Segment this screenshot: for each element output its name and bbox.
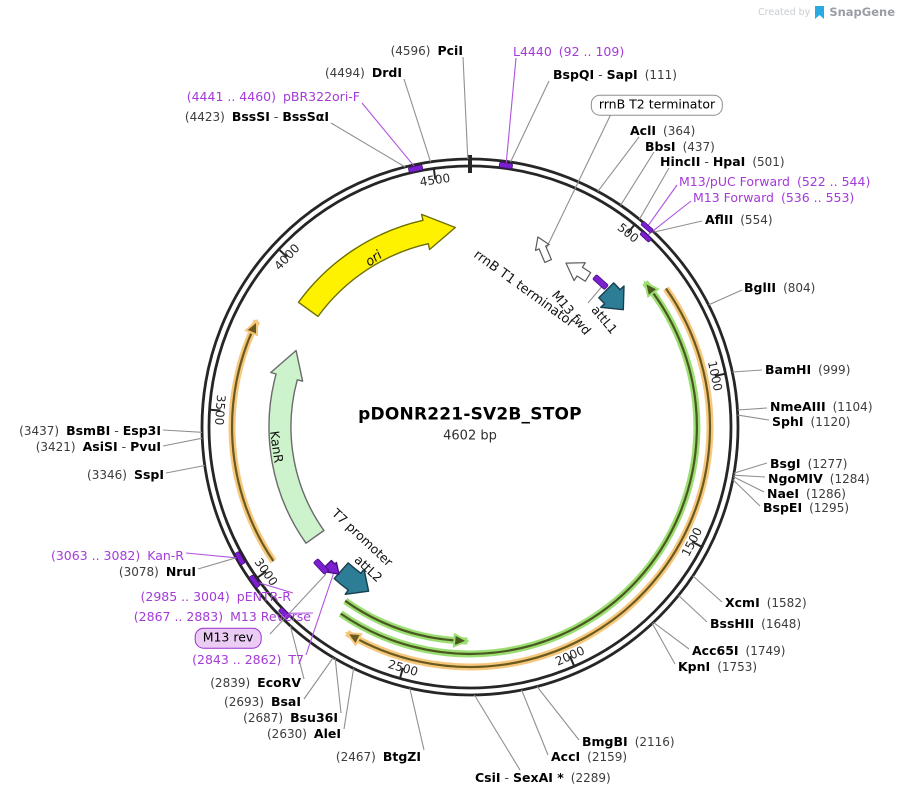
tick-mark-1000	[714, 372, 726, 377]
leader-line-bamhi	[732, 369, 763, 373]
leader-line-hincii	[638, 167, 670, 220]
tick-mark-500	[626, 223, 636, 234]
tick-mark-2500	[399, 667, 404, 679]
leader-line-m13-puc-forward	[646, 184, 678, 228]
tick-mark-4000	[278, 248, 288, 258]
leader-line-bbsi	[620, 151, 655, 206]
primer-bar-m13-rev-inner	[313, 558, 329, 575]
primer-bar-pbr322ori-f	[408, 164, 424, 173]
leader-line-bsu36i	[334, 658, 342, 714]
tick-mark-3000	[256, 570, 267, 579]
leader-line-pentr-r	[254, 580, 294, 594]
leader-line-csii	[473, 694, 521, 771]
primer-bar-kan-r	[234, 551, 246, 565]
tick-mark-1500	[691, 540, 703, 548]
arc-green-short-arrowhead	[452, 632, 470, 648]
arc-green-long-halo	[338, 280, 701, 658]
leader-line-naei	[733, 476, 765, 493]
primer-bar-m13-fwd-inner	[592, 274, 609, 290]
feature-ori-arrow	[297, 213, 456, 318]
leader-line-xcmi	[692, 575, 723, 603]
leader-line-nmeaiii	[737, 407, 768, 411]
leader-line-bsssi	[330, 122, 406, 168]
feature-kanr-arrow	[268, 349, 325, 544]
leader-line-bsshii	[678, 594, 708, 623]
leader-line-bglii	[708, 289, 743, 306]
leader-line-sphi	[737, 414, 770, 421]
leader-line-alei	[343, 668, 355, 730]
leader-line-m13-rev-box	[269, 573, 327, 635]
leader-line-acli	[597, 136, 640, 192]
watermark-created-by: Created by	[758, 6, 811, 18]
leader-line-pcii	[462, 56, 469, 160]
primer-bar-l4440	[498, 161, 513, 170]
leader-line-ecorv	[289, 625, 305, 680]
leader-line-sspi	[165, 464, 205, 474]
primer-bar-m13-puc-forward	[640, 221, 654, 233]
leader-line-acc65i	[653, 621, 690, 650]
feature-attl1-arrow	[598, 282, 625, 311]
plasmid-name: pDONR221-SV2B_STOP	[358, 404, 582, 425]
leader-line-asisi	[162, 437, 203, 447]
snapgene-flag-icon	[815, 5, 825, 19]
leader-line-bspei	[732, 479, 761, 507]
leader-line-kan-r	[185, 552, 240, 559]
leader-line-aflii	[653, 220, 703, 233]
plasmid-title: pDONR221-SV2B_STOP 4602 bp	[358, 405, 582, 444]
terminator-rrnb-t2-arrow	[534, 236, 553, 263]
leader-line-m13-forward	[645, 200, 692, 238]
plasmid-size-bp: 4602 bp	[443, 428, 497, 444]
arc-orange-right-arrowhead	[344, 631, 363, 647]
arc-orange-right-core	[346, 287, 712, 669]
leader-line-btgzi	[409, 687, 425, 751]
arc-orange-left-core	[230, 320, 275, 562]
leader-line-bsgi	[733, 462, 768, 474]
leader-line-l4440	[505, 57, 517, 165]
leader-line-bmgbi	[536, 686, 580, 741]
primer-bar-pentr-r	[248, 574, 261, 588]
leader-line-rrnb-t2-box	[544, 113, 612, 252]
leader-line-bsmbi	[162, 429, 203, 433]
leader-line-drdi	[403, 78, 432, 163]
leader-line-acci	[521, 689, 549, 756]
tick-mark-2000	[568, 655, 576, 667]
primer-bar-m13-reverse	[278, 607, 291, 620]
feature-attl2-arrow	[333, 562, 370, 595]
arc-green-long-core	[340, 281, 698, 656]
leader-line-bspqi	[510, 80, 550, 163]
leader-line-kpni	[651, 623, 676, 665]
primer-bar-m13-forward	[640, 231, 652, 243]
terminator-rrnb-t1-arrow	[565, 262, 592, 282]
leader-line-bsai	[303, 657, 334, 700]
arc-green-long-arrowhead	[643, 280, 660, 299]
tick-mark-4500	[432, 168, 437, 180]
watermark-brand: SnapGene	[829, 5, 895, 19]
leader-line-pbr322ori-f	[361, 102, 416, 169]
leader-line-nrui	[197, 557, 237, 570]
leader-line-ngomiv	[733, 474, 766, 478]
arc-green-short-halo	[343, 597, 468, 645]
watermark: Created by SnapGene	[758, 5, 895, 19]
tick-mark-3500	[209, 408, 221, 412]
leader-line-t7	[305, 571, 335, 656]
arc-orange-left-arrowhead	[244, 318, 258, 337]
